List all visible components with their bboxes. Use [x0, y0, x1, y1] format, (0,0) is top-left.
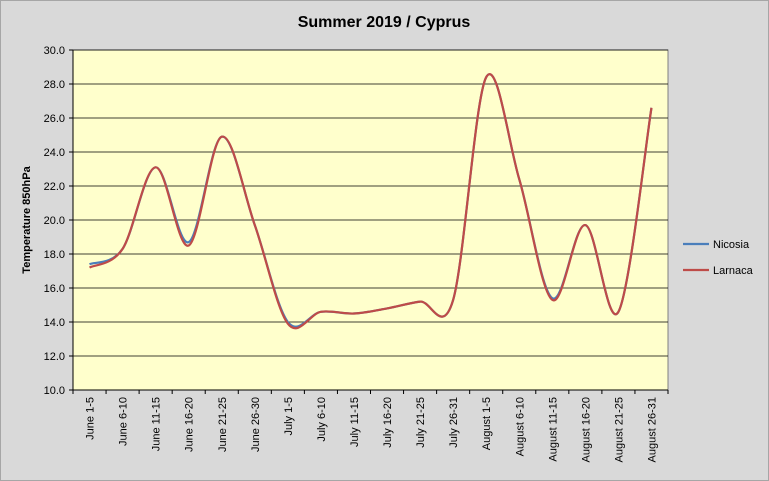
- x-tick-label: June 1-5: [85, 397, 97, 440]
- series-lines: [88, 73, 653, 330]
- x-tick-label: August 6-10: [514, 397, 526, 456]
- y-tick-label: 28.0: [44, 79, 65, 91]
- y-axis-ticks: 10.0 12.0 14.0 16.0 18.0 20.0 22.0 24.0 26.0 28.0…: [44, 45, 73, 397]
- x-tick-label: August 16-20: [580, 397, 592, 462]
- legend-label-nicosia: Nicosia: [713, 239, 750, 251]
- y-tick-label: 16.0: [44, 283, 65, 295]
- y-tick-label: 18.0: [44, 249, 65, 261]
- x-tick-label: July 16-20: [382, 397, 394, 448]
- y-tick-label: 20.0: [44, 215, 65, 227]
- x-axis-ticks: June 1-5 June 6-10 June 11-15 June 16-20 Jun…: [72, 390, 669, 462]
- y-tick-label: 12.0: [44, 351, 65, 363]
- x-tick-label: August 1-5: [481, 397, 493, 450]
- chart-title: Summer 2019 / Cyprus: [298, 14, 471, 31]
- y-tick-label: 22.0: [44, 181, 65, 193]
- legend: Nicosia Larnaca: [683, 239, 754, 277]
- legend-label-larnaca: Larnaca: [713, 265, 754, 277]
- gridlines: [72, 49, 668, 391]
- x-tick-label: June 11-15: [151, 397, 163, 451]
- y-tick-label: 30.0: [44, 45, 65, 57]
- y-tick-label: 14.0: [44, 317, 65, 329]
- y-axis-label: Temperature 850hPa: [21, 165, 33, 273]
- x-tick-label: August 26-31: [646, 397, 658, 462]
- x-tick-label: July 21-25: [415, 397, 427, 448]
- y-tick-label: 26.0: [44, 113, 65, 125]
- x-tick-label: June 26-30: [250, 397, 262, 452]
- x-tick-label: July 11-15: [349, 397, 361, 447]
- x-tick-label: June 6-10: [118, 397, 130, 446]
- x-tick-label: June 16-20: [184, 397, 196, 452]
- x-tick-label: July 26-31: [448, 397, 460, 448]
- x-tick-label: July 1-5: [283, 397, 295, 436]
- series-line-larnaca: [88, 73, 653, 330]
- x-tick-label: July 6-10: [316, 397, 328, 442]
- x-tick-label: August 21-25: [613, 397, 625, 462]
- x-tick-label: June 21-25: [217, 397, 229, 452]
- y-tick-label: 24.0: [44, 147, 65, 159]
- y-tick-label: 10.0: [44, 385, 65, 397]
- x-tick-label: August 11-15: [547, 397, 559, 462]
